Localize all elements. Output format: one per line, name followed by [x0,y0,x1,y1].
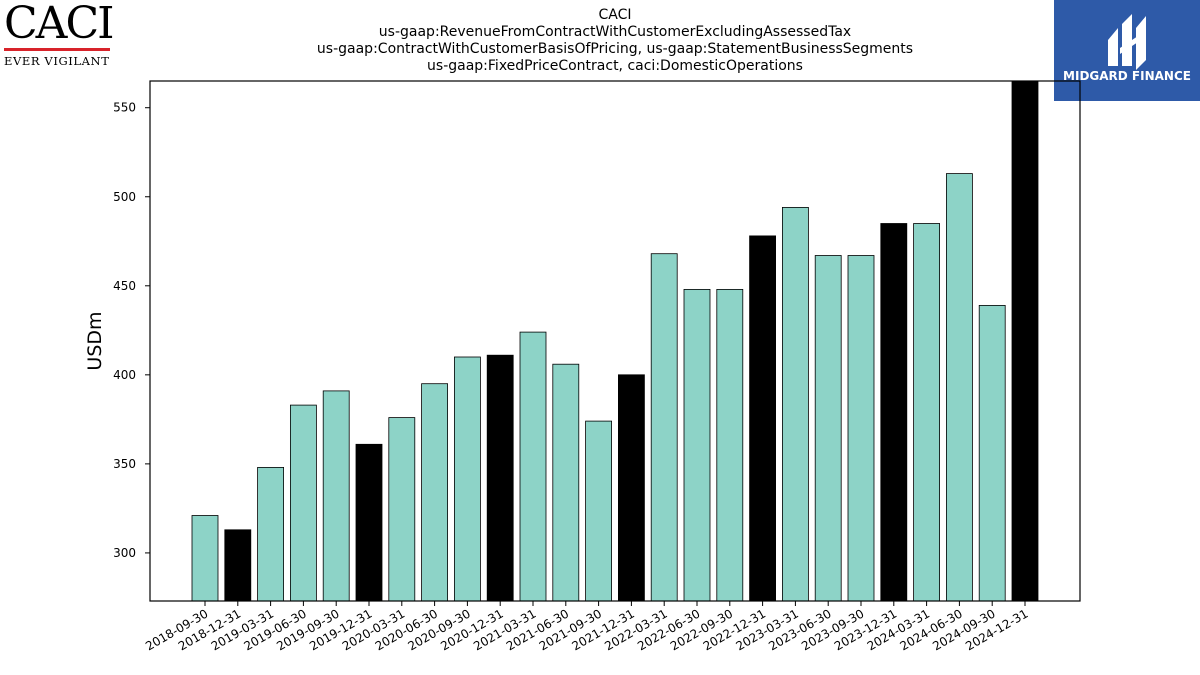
bar-2024-09-30 [978,304,1006,601]
y-tick-label-450: 450 [113,279,136,293]
midgard-finance-badge: MIDGARD FINANCE [1054,0,1200,101]
y-tick-label-300: 300 [113,546,136,560]
bar-2019-03-31 [257,466,285,601]
midgard-finance-label: MIDGARD FINANCE [1063,69,1191,83]
caci-logo-rule [4,48,110,51]
y-tick-label-400: 400 [113,368,136,382]
bar-2021-12-31 [618,374,645,601]
bar-2022-03-31 [650,253,678,601]
bar-2019-09-30 [322,390,350,601]
bar-2018-12-31 [224,529,252,601]
caci-logo-wordmark: CACI [4,0,115,49]
chart-subtitle-line-3: us-gaap:FixedPriceContract, caci:Domesti… [427,58,803,74]
bar-2022-09-30 [716,288,744,601]
bar-2021-06-30 [552,363,580,601]
bar-2023-12-31 [880,223,908,601]
bar-2020-03-31 [388,417,416,601]
bar-2024-12-31 [1011,81,1039,601]
y-tick-label-500: 500 [113,190,136,204]
bar-2019-06-30 [289,404,317,601]
bar-2019-12-31 [355,443,383,601]
chart-title: CACI [598,7,632,23]
bar-2018-09-30 [191,515,219,601]
bar-2021-09-30 [585,420,612,601]
y-tick-label-550: 550 [113,101,136,115]
bar-2023-09-30 [847,255,875,601]
y-tick-label-350: 350 [113,457,136,471]
bar-2023-03-31 [782,206,809,601]
bar-2023-06-30 [814,255,842,601]
caci-logo-tagline: EVER VIGILANT [4,54,110,68]
bar-2020-09-30 [453,356,481,601]
bar-2024-03-31 [913,223,940,601]
caci-logo: CACI EVER VIGILANT [4,0,115,68]
bar-2020-12-31 [486,354,514,601]
bar-2022-06-30 [683,288,711,601]
bar-2024-06-30 [946,173,973,601]
midgard-emblem-icon [1108,14,1146,70]
plot-frame [149,80,1081,602]
chart-subtitle-line-1: us-gaap:RevenueFromContractWithCustomerE… [378,24,852,40]
bar-2020-06-30 [421,383,449,601]
chart-subtitle-line-2: us-gaap:ContractWithCustomerBasisOfPrici… [316,41,914,57]
y-axis-label: USDm [84,311,106,370]
bar-2022-12-31 [749,235,776,601]
bar-2021-03-31 [519,331,547,601]
